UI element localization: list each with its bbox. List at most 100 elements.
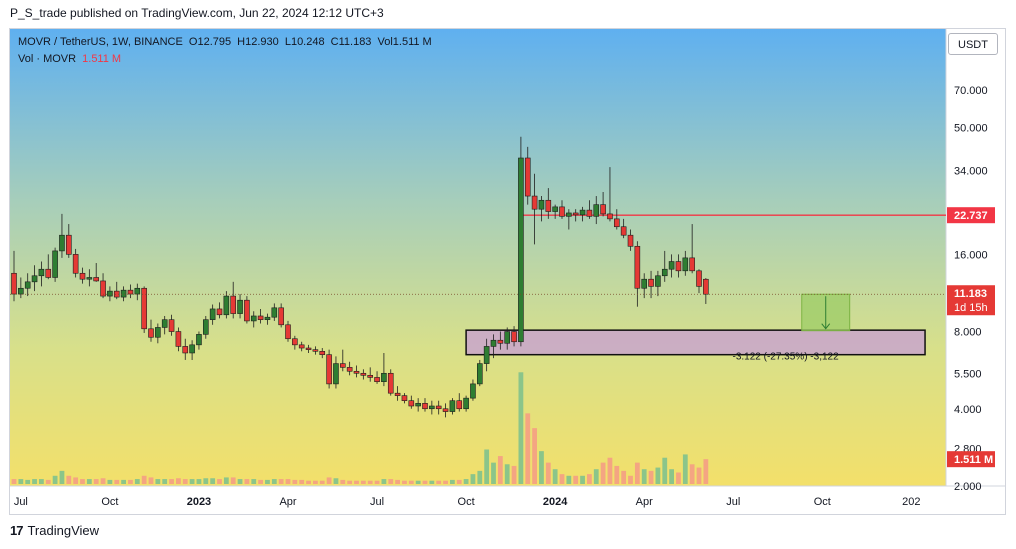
volume-bar (347, 480, 353, 484)
volume-bar (422, 480, 428, 484)
volume-bar (628, 475, 633, 484)
time-tick-label: Jul (370, 496, 384, 508)
volume-bar (128, 479, 133, 484)
candle-body (120, 289, 127, 298)
volume-bar (614, 465, 620, 484)
candle (155, 323, 161, 344)
volume-bar (354, 480, 359, 484)
time-axis-background (10, 486, 1005, 514)
candle (264, 313, 271, 325)
candle (408, 395, 415, 409)
candle-body (518, 157, 524, 343)
volume-bar (436, 480, 442, 484)
candle-body (703, 278, 709, 295)
candle-body (504, 331, 511, 344)
candle (360, 369, 367, 380)
volume-bar (271, 479, 277, 484)
candle-body (285, 324, 291, 340)
chart-frame[interactable]: -3.122 (-27.35%) -3,122 100.00070.00050.… (9, 28, 1006, 515)
projection-arrow-icon (821, 323, 831, 330)
projection-label: -3.122 (-27.35%) -3,122 (732, 352, 839, 363)
candle (237, 294, 243, 319)
candle-body (305, 347, 312, 350)
candle-body (237, 299, 243, 314)
candle-body (155, 327, 161, 338)
candle-body (682, 257, 689, 272)
candle (230, 281, 236, 319)
volume-bar (655, 467, 661, 484)
volume-bar (299, 479, 305, 484)
price-tick-label: 5.500 (954, 368, 982, 380)
volume-bar (313, 480, 318, 484)
candle (196, 331, 202, 350)
volume-bar (641, 469, 647, 484)
candle (545, 188, 552, 219)
candle (675, 254, 682, 278)
candle-body (661, 268, 668, 277)
resistance-price-text: 22.737 (954, 210, 988, 222)
candle (579, 206, 586, 222)
candle-body (230, 295, 236, 314)
candle-body (72, 254, 79, 274)
volume-bar (210, 478, 216, 484)
candle (175, 327, 182, 352)
volume-bar (360, 480, 366, 484)
candle-body (141, 287, 147, 330)
candle (689, 224, 695, 274)
candle (189, 340, 195, 360)
candle (476, 359, 483, 387)
currency-button[interactable]: USDT (948, 33, 998, 55)
candle-body (127, 289, 134, 295)
volume-bar (491, 462, 496, 484)
candle-body (353, 370, 360, 374)
candle-body (346, 367, 353, 372)
candle (449, 398, 456, 415)
chart-background (10, 29, 946, 486)
volume-bar (525, 413, 531, 484)
volume-bar (429, 480, 435, 484)
candle (278, 303, 284, 328)
candle-body (31, 275, 38, 283)
candle (305, 344, 312, 353)
candle (353, 365, 360, 378)
candle-body (435, 405, 442, 410)
candle-body (470, 383, 476, 399)
candle-body (538, 199, 545, 210)
volume-bar (662, 457, 668, 484)
candle-body (292, 338, 298, 346)
candle (381, 352, 387, 387)
candle (93, 263, 99, 282)
volume-bar (511, 465, 517, 484)
candle (244, 296, 250, 324)
price-chart[interactable]: -3.122 (-27.35%) -3,122 100.00070.00050.… (10, 29, 1006, 515)
candle (641, 273, 648, 299)
legend-volume: Vol1.511 M (377, 36, 432, 48)
candle (429, 400, 435, 415)
candle-body (93, 277, 99, 282)
candle (627, 229, 634, 251)
volume-bar (559, 474, 565, 484)
volume-bar (696, 467, 702, 484)
candle (620, 218, 627, 239)
volume-bar (587, 474, 592, 484)
legend-close: C11.183 (330, 36, 372, 48)
volume-bar (18, 479, 24, 484)
candle-body (490, 339, 497, 347)
volume-bar (634, 462, 640, 484)
candle-body (175, 331, 182, 347)
legend-open: O12.795 (188, 36, 232, 48)
symbol-name: MOVR / TetherUS, 1W, BINANCE (18, 36, 183, 48)
volume-bar (285, 479, 291, 484)
candle-body (456, 400, 463, 410)
volume-bar (388, 479, 394, 484)
candle-body (189, 344, 195, 354)
candle-body (374, 377, 380, 382)
price-tick-label: 50.000 (954, 122, 988, 134)
candle-body (148, 328, 154, 338)
candle (463, 395, 469, 412)
candle-body (634, 245, 641, 289)
candle-body (223, 295, 230, 316)
volume-bar (45, 479, 51, 484)
candle (504, 327, 511, 350)
volume-bar (73, 477, 79, 484)
